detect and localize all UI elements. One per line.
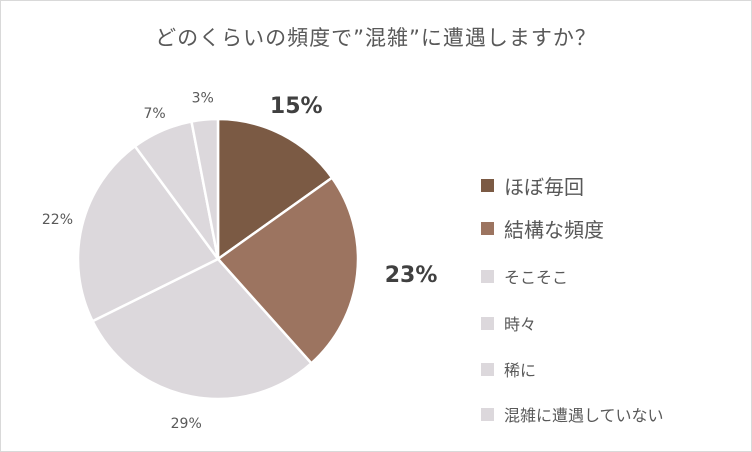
chart-title: どのくらいの頻度で”混雑”に遭遇しますか？ — [155, 26, 597, 50]
data-label: 7% — [143, 106, 165, 122]
legend-swatch — [481, 178, 494, 192]
pie-slice — [216, 117, 334, 262]
legend-label: そこそこ — [504, 268, 569, 287]
legend-label: ほぼ毎回 — [504, 174, 584, 199]
data-label: 15% — [270, 94, 323, 119]
legend-swatch — [481, 362, 494, 376]
legend-label: 時々 — [504, 315, 537, 334]
legend-label: 結構な頻度 — [504, 217, 604, 242]
legend-item: 混雑に遭遇していない — [481, 399, 664, 429]
pie-slice — [216, 176, 360, 366]
data-label: 29% — [171, 416, 202, 432]
pie-slice — [76, 144, 220, 323]
legend-label: 稀に — [504, 361, 537, 380]
legend-swatch — [481, 221, 494, 235]
legend-item: そこそこ — [481, 261, 568, 291]
legend-swatch — [481, 269, 494, 283]
legend-item: 時々 — [481, 308, 536, 338]
legend-item: 稀に — [481, 354, 536, 384]
legend-label: 混雑に遭遇していない — [504, 406, 664, 425]
legend-item: 結構な頻度 — [481, 213, 604, 243]
pie-slice — [90, 257, 314, 401]
legend-swatch — [481, 407, 494, 421]
data-label: 22% — [42, 212, 73, 228]
pie-slice — [190, 117, 220, 260]
data-label: 23% — [385, 263, 438, 288]
legend-swatch — [481, 316, 494, 330]
legend-item: ほぼ毎回 — [481, 170, 584, 200]
data-label: 3% — [192, 91, 214, 107]
